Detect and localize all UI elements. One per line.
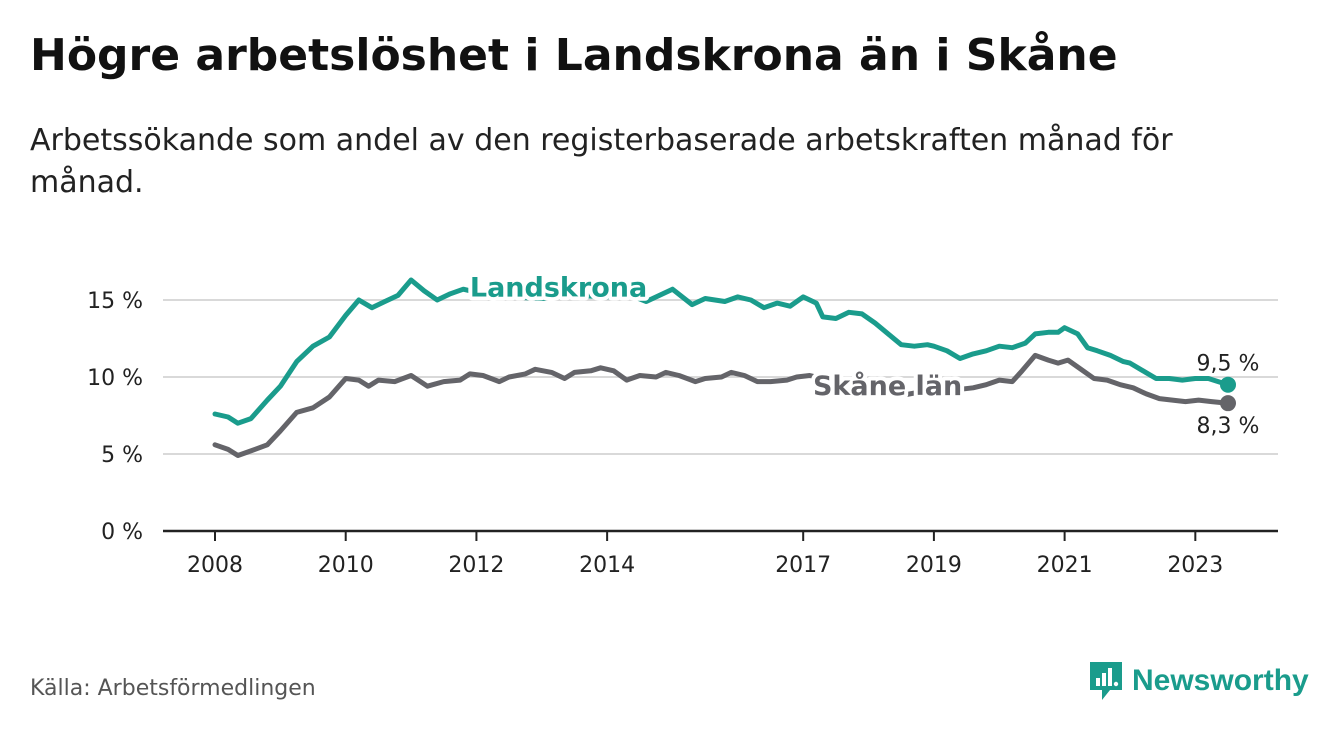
y-tick-label: 0 % [101,520,143,545]
x-tick-label: 2008 [187,553,243,578]
y-tick-label: 10 % [87,366,143,391]
chart-title: Högre arbetslöshet i Landskrona än i Skå… [30,30,1118,81]
x-tick-label: 2021 [1037,553,1093,578]
series-lines [212,277,1231,458]
series-label-landskrona: Landskrona [470,273,647,304]
end-point-marker [1220,395,1236,412]
x-tick-label: 2023 [1167,553,1223,578]
brand-logo: Newsworthy [1088,660,1309,702]
end-point-marker [1220,376,1236,393]
end-value-label: 8,3 % [1197,414,1260,439]
source-note: Källa: Arbetsförmedlingen [30,676,316,701]
series-label-skane: Skåne län [813,370,962,402]
brand-name: Newsworthy [1132,664,1309,697]
x-tick-label: 2012 [448,553,504,578]
end-value-label: 9,5 % [1197,352,1260,377]
x-tick-label: 2010 [318,553,374,578]
chart-subtitle: Arbetssökande som andel av den registerb… [30,123,1173,200]
series-labels: Landskrona Skåne län [466,269,966,407]
series-line-landskrona [212,277,1231,426]
y-tick-label: 15 % [87,289,143,314]
y-tick-label: 5 % [101,443,143,468]
series-line-skane [212,352,1231,458]
x-tick-label: 2017 [775,553,831,578]
chart-axes: 0 % 5 % 10 % 15 % 2008 2010 2012 2014 2017 2019 20… [87,289,1278,578]
newsworthy-logo-icon [1090,662,1122,700]
end-markers: 9,5 % 8,3 % [1197,352,1260,439]
x-tick-label: 2019 [906,553,962,578]
x-tick-label: 2014 [579,553,635,578]
